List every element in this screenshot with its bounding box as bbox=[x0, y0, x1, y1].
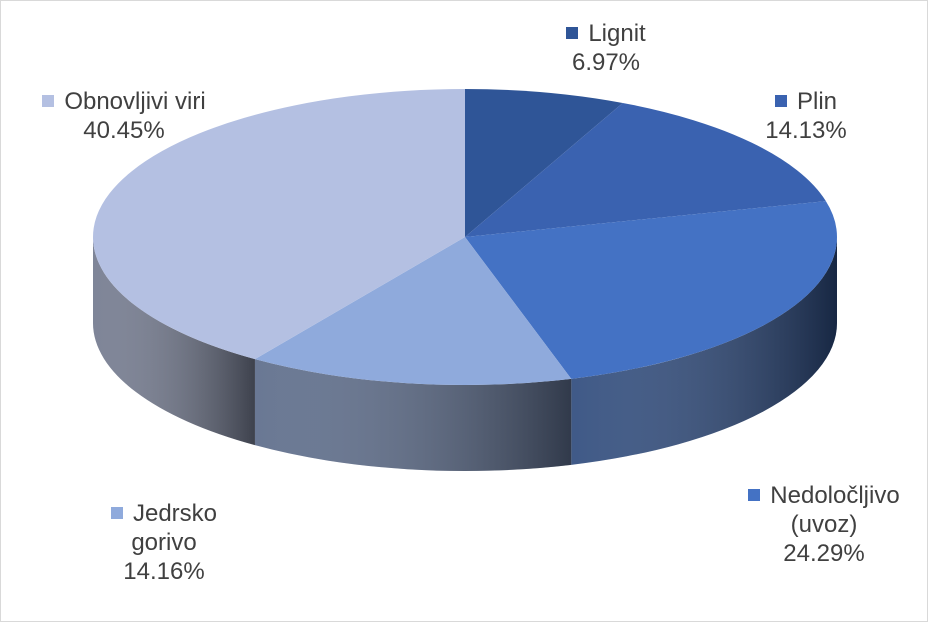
data-label-obnovljivi-viri: Obnovljivi viri 40.45% bbox=[9, 87, 239, 145]
slice-name-jedrsko-line2: gorivo bbox=[131, 529, 197, 556]
pie-side-shading-nedolocljivo-uvoz bbox=[571, 237, 837, 465]
slice-name-obnovljivi-viri: Obnovljivi viri bbox=[64, 88, 206, 115]
pie-slice-jedrsko-gorivo bbox=[254, 237, 572, 385]
data-label-nedolocljivo: Nedoločljivo (uvoz) 24.29% bbox=[729, 481, 919, 568]
slice-value-nedolocljivo: 24.29% bbox=[783, 540, 865, 567]
pie-slice-obnovljivi-viri bbox=[93, 88, 466, 360]
slice-value-plin: 14.13% bbox=[765, 117, 847, 144]
pie-slice-nedolocljivo-uvoz bbox=[465, 201, 837, 379]
slice-name-nedolocljivo: Nedoločljivo bbox=[770, 482, 900, 509]
legend-swatch-lignit bbox=[566, 27, 579, 39]
legend-swatch-plin bbox=[774, 95, 787, 107]
slice-name-nedolocljivo-line2: (uvoz) bbox=[790, 511, 858, 538]
pie-side-shading-jedrsko-gorivo bbox=[254, 359, 572, 472]
data-label-jedrsko-gorivo: Jedrsko gorivo 14.16% bbox=[89, 499, 239, 586]
data-label-lignit: Lignit 6.97% bbox=[541, 19, 671, 77]
data-label-plin: Plin 14.13% bbox=[741, 87, 871, 145]
slice-name-lignit: Lignit bbox=[588, 20, 646, 47]
legend-swatch-nedolocljivo bbox=[748, 489, 761, 501]
legend-swatch-obnovljivi-viri bbox=[42, 95, 55, 107]
pie-side-shading-obnovljivi-viri bbox=[93, 237, 255, 446]
pie-top-faces bbox=[93, 88, 837, 385]
slice-value-obnovljivi-viri: 40.45% bbox=[83, 117, 165, 144]
slice-value-lignit: 6.97% bbox=[571, 49, 641, 76]
pie-slice-plin bbox=[465, 102, 826, 237]
legend-swatch-jedrsko-gorivo bbox=[110, 507, 123, 519]
slice-name-plin: Plin bbox=[796, 88, 838, 115]
pie-slice-lignit bbox=[465, 89, 623, 237]
slice-value-jedrsko-gorivo: 14.16% bbox=[123, 558, 205, 585]
slice-name-jedrsko: Jedrsko bbox=[132, 500, 218, 527]
pie-side-walls bbox=[93, 237, 837, 472]
